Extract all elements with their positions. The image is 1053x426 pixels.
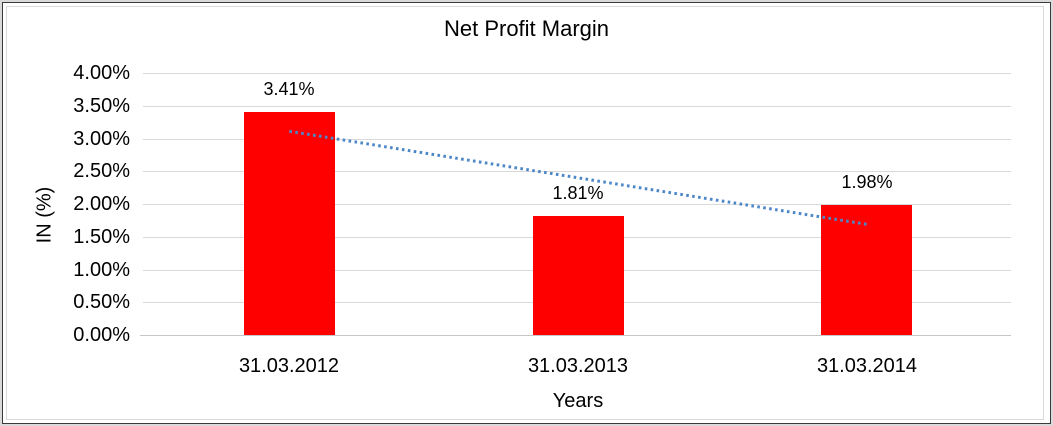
gridline (143, 73, 1011, 74)
x-tick-label: 31.03.2013 (527, 355, 629, 377)
x-tick-label: 31.03.2012 (238, 355, 340, 377)
bar (533, 216, 624, 335)
y-axis-title: IN (%) (33, 186, 56, 244)
y-tick-label: 0.50% (73, 291, 130, 313)
y-tick-label: 4.00% (73, 62, 130, 84)
x-axis-line (140, 335, 1011, 336)
y-tick-label: 1.00% (73, 259, 130, 281)
bar-value-label: 1.81% (552, 183, 604, 203)
y-tick-label: 0.00% (73, 324, 130, 346)
x-axis-title: Years (552, 390, 604, 412)
x-tick-label: 31.03.2014 (816, 355, 918, 377)
bar (821, 205, 912, 335)
bar-value-label: 3.41% (263, 79, 315, 99)
y-tick-label: 3.00% (73, 128, 130, 150)
y-tick-label: 2.00% (73, 193, 130, 215)
y-tick-label: 3.50% (73, 95, 130, 117)
bar (244, 112, 335, 335)
gridline (143, 106, 1011, 107)
y-tick-label: 1.50% (73, 226, 130, 248)
bar-value-label: 1.98% (841, 172, 893, 192)
y-tick-label: 2.50% (73, 160, 130, 182)
chart-title: Net Profit Margin (443, 16, 610, 41)
